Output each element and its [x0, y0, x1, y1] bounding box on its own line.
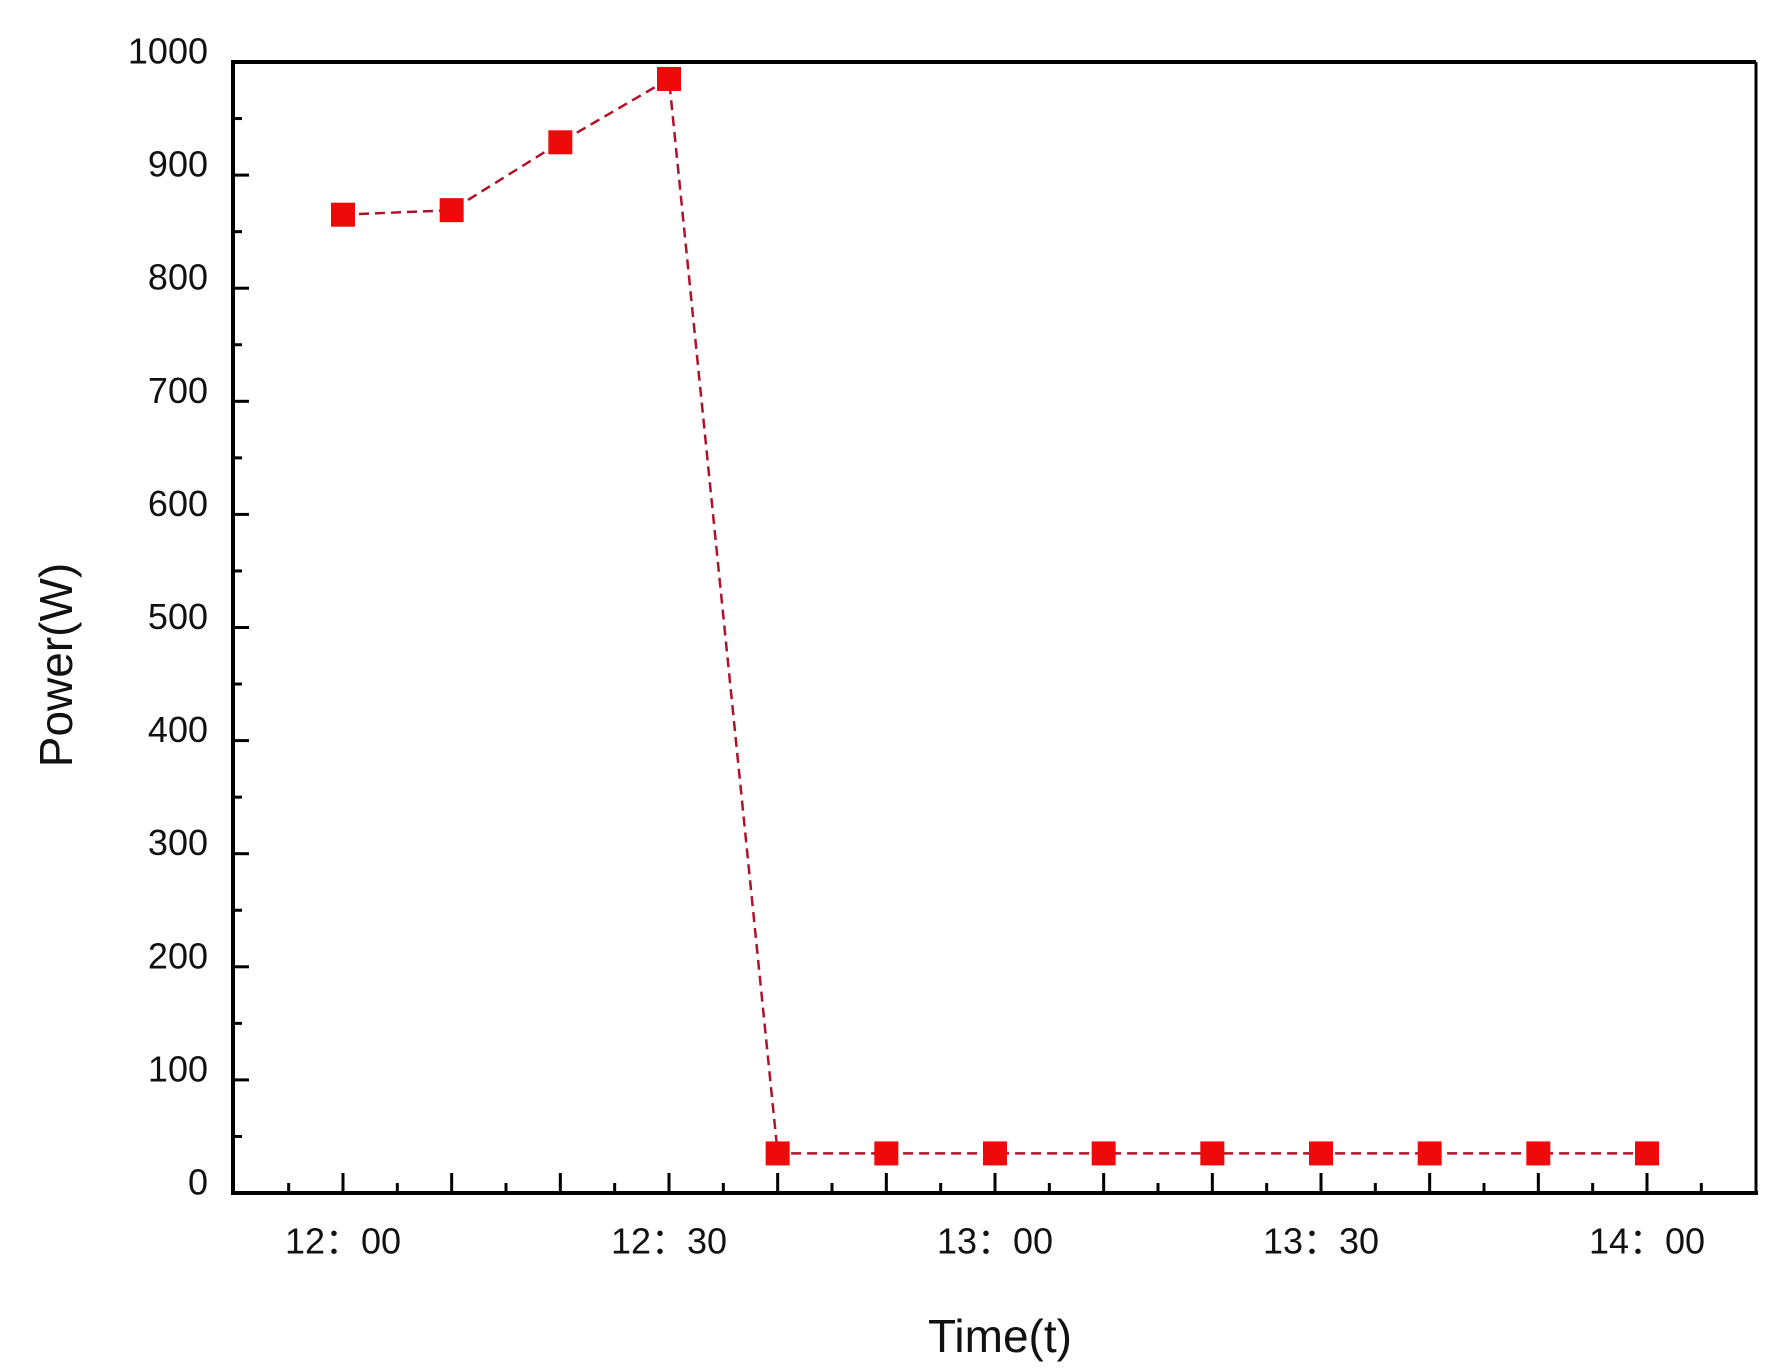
square-marker [1526, 1141, 1551, 1166]
square-marker [983, 1141, 1007, 1166]
square-marker [1309, 1141, 1333, 1166]
x-tick-label: 12：00 [285, 1221, 401, 1262]
square-marker [1200, 1141, 1225, 1166]
y-tick-label: 600 [148, 483, 208, 524]
square-marker [1091, 1141, 1116, 1166]
y-tick-label: 200 [148, 935, 208, 976]
square-marker [439, 198, 464, 223]
square-marker [548, 130, 573, 155]
y-tick-label: 300 [148, 822, 208, 863]
y-axis-title: Power(W) [30, 563, 82, 767]
x-axis-ticks: 12：00 12：30 13：00 13：30 14：00 [285, 1173, 1705, 1262]
y-tick-label: 0 [188, 1162, 208, 1203]
square-marker [1417, 1141, 1442, 1166]
x-tick-label: 12：30 [611, 1221, 727, 1262]
x-tick-label: 13：00 [937, 1221, 1053, 1262]
square-marker [331, 202, 355, 227]
x-tick-label: 14：00 [1589, 1221, 1705, 1262]
y-tick-label: 1000 [128, 31, 208, 72]
y-tick-label: 100 [148, 1048, 208, 1089]
y-tick-label: 400 [148, 709, 208, 750]
y-tick-label: 900 [148, 144, 208, 185]
y-axis-ticks: 0 100 200 300 400 500 600 700 800 900 1000 [128, 31, 249, 1203]
square-marker [874, 1141, 899, 1166]
y-tick-label: 500 [148, 596, 208, 637]
x-tick-label: 13：30 [1263, 1221, 1379, 1262]
series-line [342, 76, 1647, 1155]
data-series [331, 66, 1659, 1166]
y-tick-label: 700 [148, 370, 208, 411]
square-marker [657, 66, 681, 91]
x-axis-title: Time(t) [928, 1310, 1072, 1362]
square-marker [1635, 1141, 1659, 1166]
y-tick-label: 800 [148, 257, 208, 298]
square-marker [765, 1141, 790, 1166]
plot-frame [231, 60, 1758, 1195]
